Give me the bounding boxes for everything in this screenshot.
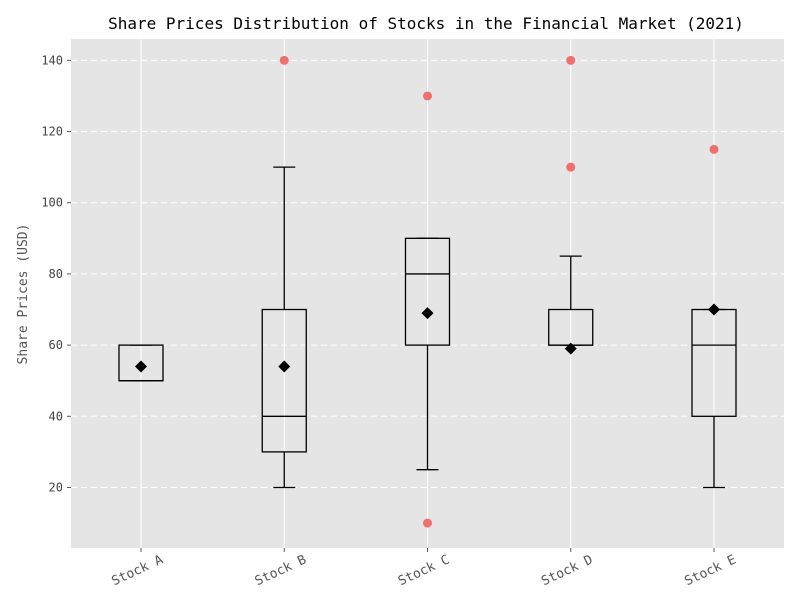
outlier-point: [566, 162, 576, 172]
outlier-point: [709, 144, 719, 154]
box-1: [118, 344, 164, 382]
x-tick-label: Stock B: [253, 552, 309, 589]
x-tick-label: Stock C: [396, 552, 452, 589]
y-tick-label: 40: [49, 409, 63, 423]
mean-marker: [135, 360, 147, 373]
mean-marker: [278, 360, 291, 373]
mean-marker: [564, 342, 577, 355]
y-axis-label: Share Prices (USD): [16, 224, 31, 365]
y-axis-ticks: 20 40 60 80 100 120 140: [41, 53, 71, 494]
mean-marker: [421, 307, 434, 320]
y-tick-label: 80: [49, 267, 63, 281]
mean-marker: [708, 303, 720, 316]
box-3: [404, 91, 451, 528]
box-5: [691, 144, 737, 489]
outlier-point: [423, 518, 432, 528]
box-4: [548, 55, 594, 355]
y-tick-label: 140: [41, 53, 63, 67]
x-tick-label: Stock D: [539, 552, 595, 589]
chart-title: Share Prices Distribution of Stocks in t…: [108, 14, 744, 33]
outlier-point: [279, 55, 289, 65]
x-tick-label: Stock E: [683, 552, 739, 589]
x-axis-ticks: Stock A Stock B Stock C Stock D Stock E: [110, 548, 739, 589]
x-tick-label: Stock A: [110, 552, 166, 589]
boxes: [118, 55, 737, 528]
y-tick-label: 100: [41, 196, 63, 210]
y-tick-label: 120: [41, 125, 63, 139]
box-body: [404, 237, 451, 346]
box-body: [261, 308, 307, 453]
y-tick-label: 20: [49, 480, 63, 494]
outlier-point: [423, 91, 432, 101]
y-tick-label: 60: [49, 338, 63, 352]
outlier-point: [566, 55, 576, 65]
box-2: [261, 55, 307, 489]
